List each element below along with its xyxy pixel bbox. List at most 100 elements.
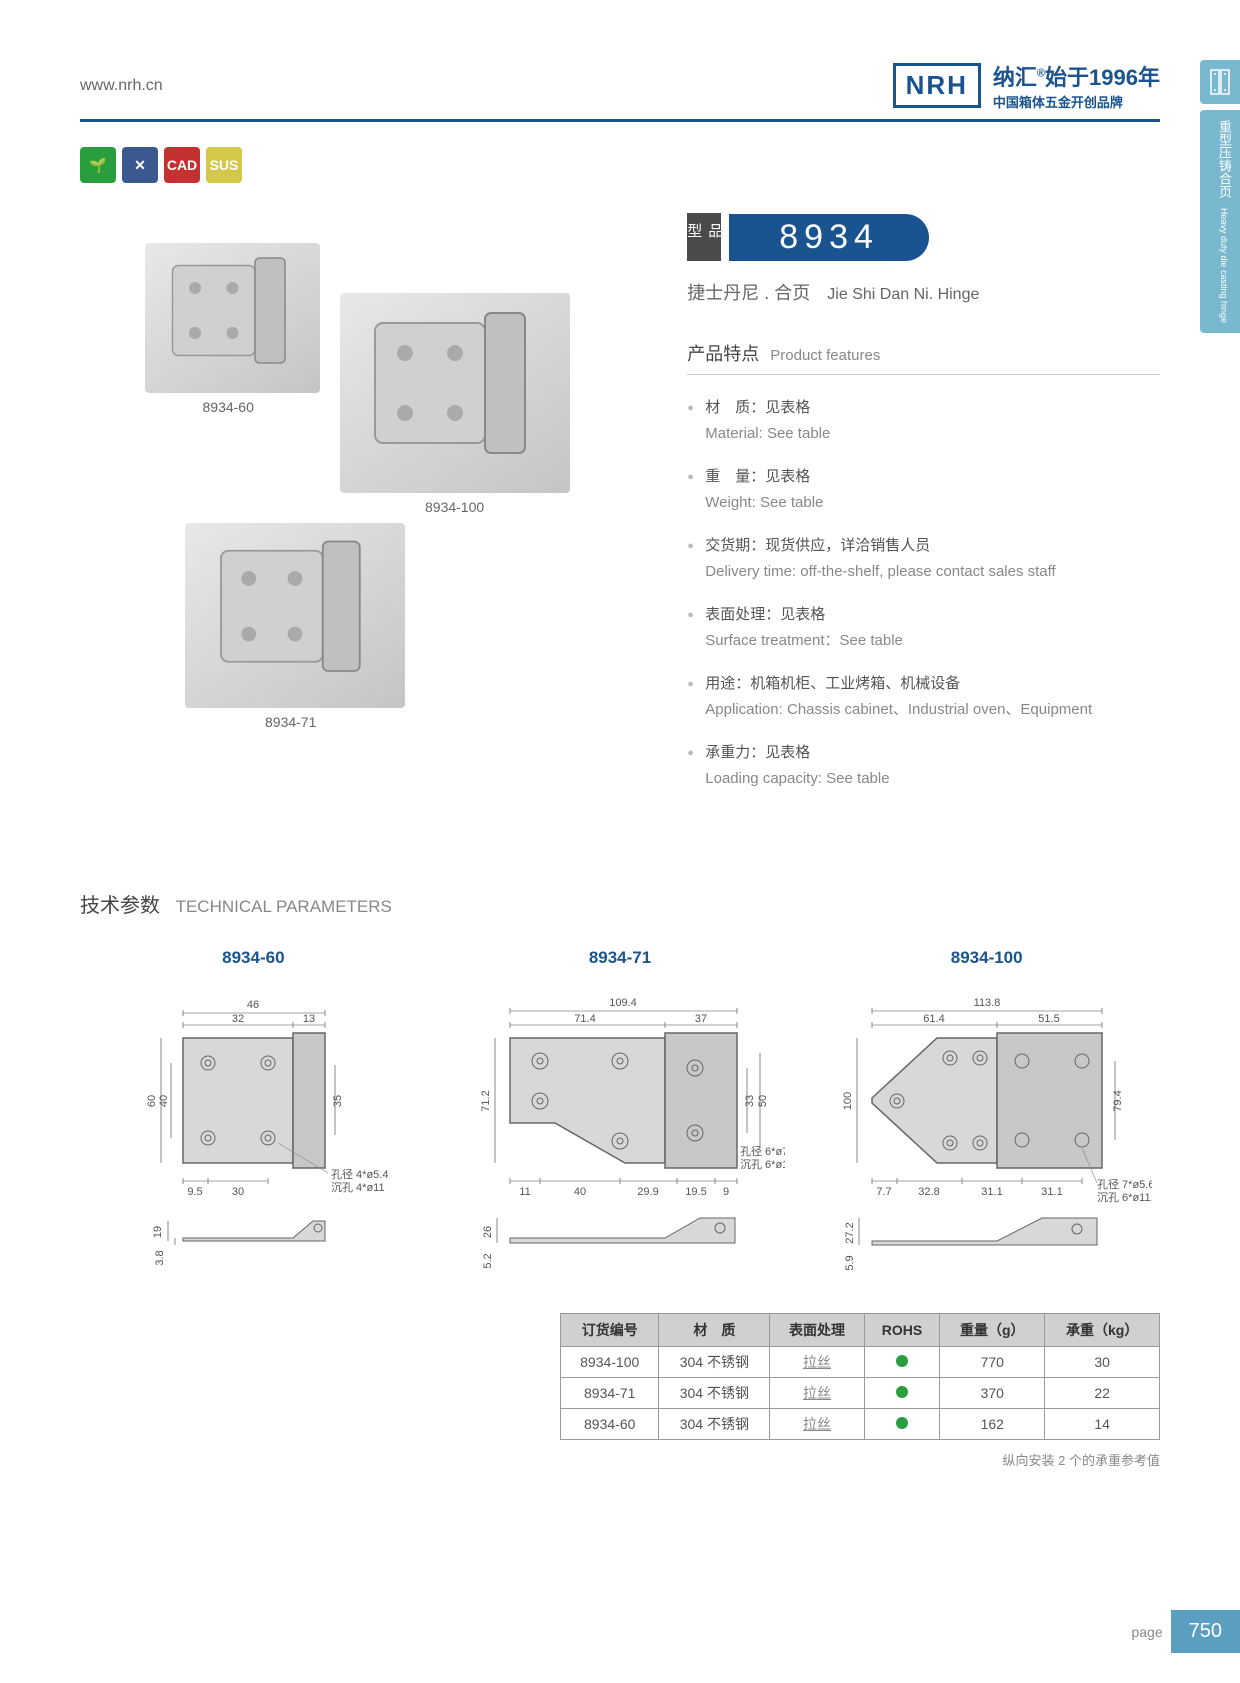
svg-text:19: 19: [152, 1226, 164, 1238]
table-header-cell: 表面处理: [770, 1314, 865, 1347]
svg-text:40: 40: [574, 1186, 586, 1198]
svg-text:32: 32: [232, 1013, 244, 1025]
cert-badge: ✕: [122, 147, 158, 183]
svg-text:27.2: 27.2: [844, 1222, 856, 1243]
cert-badge: CAD: [164, 147, 200, 183]
diagram-title: 8934-71: [447, 948, 794, 968]
svg-text:71.4: 71.4: [574, 1013, 595, 1025]
page-label: page: [1131, 1624, 1162, 1640]
feature-item: 交货期：现货供应，详洽销售人员Delivery time: off-the-sh…: [687, 533, 1160, 584]
product-image-label: 8934-60: [203, 399, 254, 415]
features-title: 产品特点 Product features: [687, 340, 1160, 375]
product-code: 8934: [729, 214, 929, 261]
svg-text:沉孔 6*ø11.7: 沉孔 6*ø11.7: [1097, 1191, 1152, 1204]
svg-text:31.1: 31.1: [981, 1186, 1002, 1198]
svg-text:32.8: 32.8: [918, 1186, 939, 1198]
feature-item: 表面处理：见表格Surface treatment：See table: [687, 602, 1160, 653]
main-content: 8934-608934-1008934-71 产品型号 8934 捷士丹尼 . …: [80, 213, 1160, 809]
spec-table-wrap: 订货编号材 质表面处理ROHS重量（g）承重（kg） 8934-100304 不…: [560, 1313, 1160, 1469]
page-header: www.nrh.cn NRH 纳汇®始于1996年 中国箱体五金开创品牌: [80, 60, 1160, 122]
technical-diagram: 8934-60 4632 13 6040 35 9.5 30 孔径 4*ø5.4沉孔 4*ø1…: [80, 948, 427, 1273]
table-note: 纵向安装 2 个的承重参考值: [560, 1450, 1160, 1469]
feature-item: 承重力：见表格Loading capacity: See table: [687, 740, 1160, 791]
product-name: 捷士丹尼 . 合页 Jie Shi Dan Ni. Hinge: [687, 279, 1160, 305]
svg-text:60: 60: [146, 1095, 158, 1107]
svg-text:5.2: 5.2: [482, 1253, 494, 1268]
product-code-row: 产品型号 8934: [687, 213, 1160, 261]
svg-text:113.8: 113.8: [973, 997, 1000, 1009]
feature-item: 材 质：见表格Material: See table: [687, 395, 1160, 446]
svg-text:沉孔 6*ø13.5: 沉孔 6*ø13.5: [740, 1158, 785, 1171]
catalog-page: www.nrh.cn NRH 纳汇®始于1996年 中国箱体五金开创品牌 重型压…: [0, 0, 1240, 1683]
table-row: 8934-60304 不锈钢拉丝16214: [561, 1409, 1160, 1440]
logo-mark: NRH: [893, 63, 981, 108]
diagrams-row: 8934-604632136040359.530孔径 4*ø5.4沉孔 4*ø1…: [80, 948, 1160, 1273]
svg-text:孔径 6*ø7.2: 孔径 6*ø7.2: [740, 1145, 785, 1158]
spec-table: 订货编号材 质表面处理ROHS重量（g）承重（kg） 8934-100304 不…: [560, 1313, 1160, 1440]
table-row: 8934-100304 不锈钢拉丝77030: [561, 1347, 1160, 1378]
svg-text:孔径 7*ø5.6: 孔径 7*ø5.6: [1097, 1178, 1152, 1191]
code-label: 产品型号: [687, 213, 721, 261]
svg-text:37: 37: [695, 1013, 707, 1025]
svg-text:30: 30: [232, 1186, 244, 1198]
table-header-row: 订货编号材 质表面处理ROHS重量（g）承重（kg）: [561, 1314, 1160, 1347]
svg-text:26: 26: [482, 1226, 494, 1238]
svg-text:50: 50: [757, 1095, 769, 1107]
table-row: 8934-71304 不锈钢拉丝37022: [561, 1378, 1160, 1409]
svg-text:7.7: 7.7: [876, 1186, 891, 1198]
side-tab-category: 重型压铸合页 Heavy duty die casting hinge: [1200, 110, 1240, 333]
svg-text:31.1: 31.1: [1041, 1186, 1062, 1198]
product-image: [340, 293, 570, 493]
feature-item: 用途：机箱机柜、工业烤箱、机械设备Application: Chassis ca…: [687, 671, 1160, 722]
table-header-cell: 材 质: [659, 1314, 770, 1347]
svg-text:71.2: 71.2: [480, 1090, 492, 1111]
table-header-cell: ROHS: [864, 1314, 939, 1347]
svg-text:9.5: 9.5: [188, 1186, 203, 1198]
website-url: www.nrh.cn: [80, 77, 163, 95]
brand-tagline: 中国箱体五金开创品牌: [993, 92, 1160, 111]
brand-line: 纳汇®始于1996年: [993, 60, 1160, 92]
svg-text:29.9: 29.9: [637, 1186, 658, 1198]
features-list: 材 质：见表格Material: See table 重 量：见表格Weight:…: [687, 395, 1160, 791]
product-image: [185, 523, 405, 708]
svg-text:孔径 4*ø5.4: 孔径 4*ø5.4: [331, 1168, 388, 1181]
table-header-cell: 重量（g）: [940, 1314, 1045, 1347]
table-header-cell: 承重（kg）: [1045, 1314, 1160, 1347]
svg-text:51.5: 51.5: [1038, 1013, 1059, 1025]
page-footer: page 750: [1131, 1610, 1240, 1653]
table-header-cell: 订货编号: [561, 1314, 659, 1347]
technical-diagram: 8934-71109.471.43771.23350114029.919.59孔…: [447, 948, 794, 1273]
svg-text:13: 13: [303, 1013, 315, 1025]
technical-parameters: 技术参数 TECHNICAL PARAMETERS 8934-60 4632 13 6…: [80, 889, 1160, 1469]
svg-text:19.5: 19.5: [685, 1186, 706, 1198]
svg-text:100: 100: [842, 1092, 854, 1110]
svg-text:33: 33: [744, 1095, 756, 1107]
tech-title: 技术参数 TECHNICAL PARAMETERS: [80, 889, 1160, 918]
svg-text:5.9: 5.9: [844, 1255, 856, 1270]
diagram-title: 8934-100: [813, 948, 1160, 968]
technical-diagram: 8934-100 113.8 61.4 51.5 100 79.4 7.7 32.8 31.1 3…: [813, 948, 1160, 1273]
product-image-label: 8934-71: [265, 714, 316, 730]
cert-badge: 🌱: [80, 147, 116, 183]
svg-text:35: 35: [332, 1095, 344, 1107]
side-tab-icon: [1200, 60, 1240, 104]
logo-text: 纳汇®始于1996年 中国箱体五金开创品牌: [993, 60, 1160, 111]
product-info: 产品型号 8934 捷士丹尼 . 合页 Jie Shi Dan Ni. Hing…: [687, 213, 1160, 809]
svg-text:3.8: 3.8: [154, 1250, 166, 1265]
svg-text:109.4: 109.4: [609, 997, 637, 1009]
product-image: [145, 243, 320, 393]
side-tabs: 重型压铸合页 Heavy duty die casting hinge: [1200, 60, 1240, 339]
svg-text:40: 40: [158, 1095, 170, 1107]
svg-text:9: 9: [723, 1186, 729, 1198]
svg-text:79.4: 79.4: [1112, 1090, 1124, 1111]
svg-text:沉孔 4*ø11: 沉孔 4*ø11: [331, 1181, 385, 1194]
cert-badges: 🌱✕CADSUS: [80, 147, 1160, 183]
product-images: 8934-608934-1008934-71: [80, 213, 647, 773]
svg-text:46: 46: [247, 999, 259, 1011]
feature-item: 重 量：见表格Weight: See table: [687, 464, 1160, 515]
diagram-title: 8934-60: [80, 948, 427, 968]
page-number: 750: [1171, 1610, 1240, 1653]
svg-text:61.4: 61.4: [923, 1013, 944, 1025]
cert-badge: SUS: [206, 147, 242, 183]
logo-area: NRH 纳汇®始于1996年 中国箱体五金开创品牌: [893, 60, 1160, 111]
